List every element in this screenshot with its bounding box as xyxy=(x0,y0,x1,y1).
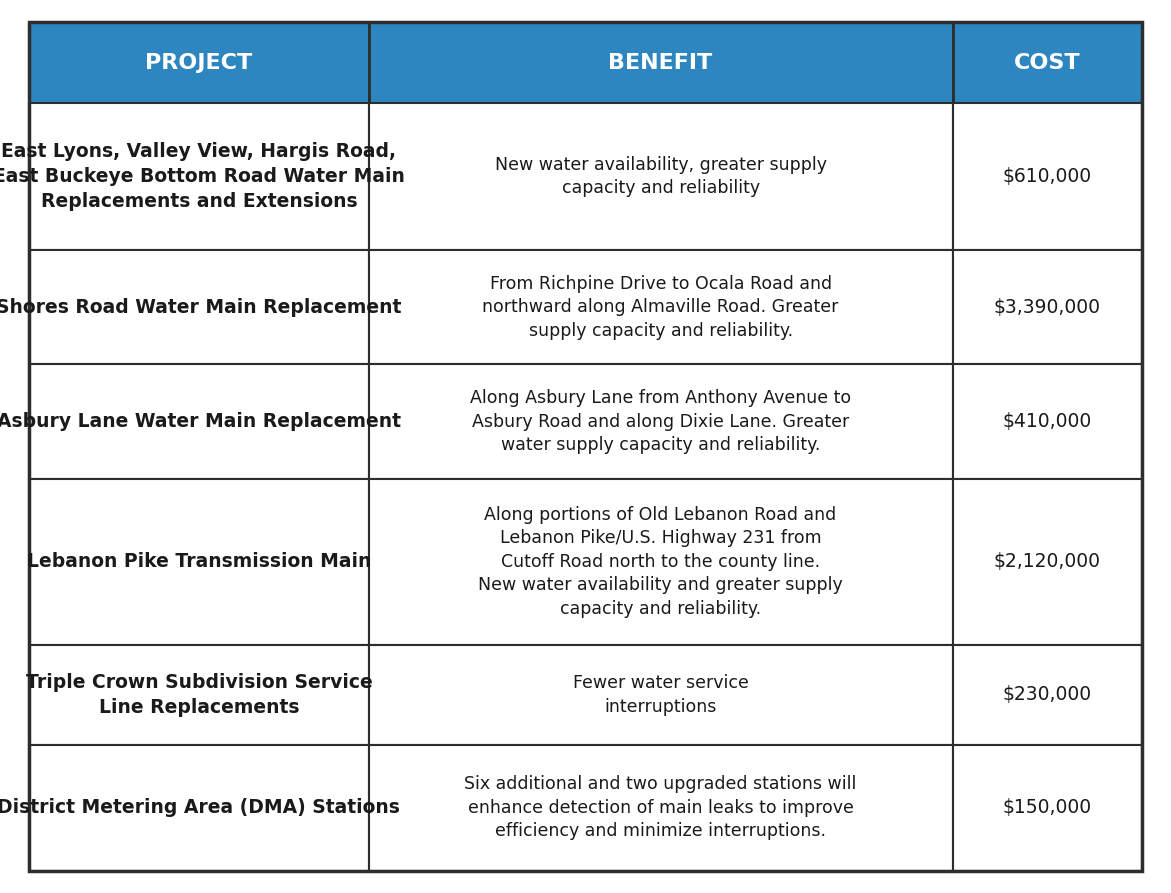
Bar xyxy=(29,364,369,479)
Text: Along Asbury Lane from Anthony Avenue to
Asbury Road and along Dixie Lane. Great: Along Asbury Lane from Anthony Avenue to… xyxy=(470,389,851,455)
Text: PROJECT: PROJECT xyxy=(145,53,253,72)
Text: New water availability, greater supply
capacity and reliability: New water availability, greater supply c… xyxy=(494,155,827,197)
Text: Triple Crown Subdivision Service
Line Replacements: Triple Crown Subdivision Service Line Re… xyxy=(26,672,372,717)
Bar xyxy=(369,745,953,871)
Bar xyxy=(29,250,369,364)
Text: District Metering Area (DMA) Stations: District Metering Area (DMA) Stations xyxy=(0,798,400,817)
Bar xyxy=(953,103,1142,250)
Bar xyxy=(953,479,1142,645)
Bar xyxy=(369,645,953,745)
Bar xyxy=(953,745,1142,871)
Bar xyxy=(369,103,953,250)
Bar xyxy=(29,645,369,745)
Text: $150,000: $150,000 xyxy=(1002,798,1091,817)
Bar xyxy=(369,22,953,103)
Text: Six additional and two upgraded stations will
enhance detection of main leaks to: Six additional and two upgraded stations… xyxy=(465,775,857,840)
Text: $2,120,000: $2,120,000 xyxy=(994,552,1101,572)
Text: Shores Road Water Main Replacement: Shores Road Water Main Replacement xyxy=(0,297,402,317)
Bar xyxy=(29,745,369,871)
Text: Asbury Lane Water Main Replacement: Asbury Lane Water Main Replacement xyxy=(0,413,400,431)
Text: Lebanon Pike Transmission Main: Lebanon Pike Transmission Main xyxy=(27,552,371,572)
Text: BENEFIT: BENEFIT xyxy=(609,53,713,72)
Bar xyxy=(953,250,1142,364)
Text: $3,390,000: $3,390,000 xyxy=(994,297,1101,317)
Bar xyxy=(369,364,953,479)
Text: Fewer water service
interruptions: Fewer water service interruptions xyxy=(573,674,748,715)
Bar xyxy=(369,479,953,645)
Bar xyxy=(29,479,369,645)
Text: $410,000: $410,000 xyxy=(1002,413,1091,431)
Text: $610,000: $610,000 xyxy=(1002,167,1091,186)
Bar xyxy=(369,250,953,364)
Text: COST: COST xyxy=(1014,53,1081,72)
Text: $230,000: $230,000 xyxy=(1002,685,1091,705)
Bar xyxy=(29,22,369,103)
Bar xyxy=(953,22,1142,103)
Text: Along portions of Old Lebanon Road and
Lebanon Pike/U.S. Highway 231 from
Cutoff: Along portions of Old Lebanon Road and L… xyxy=(478,505,843,618)
Bar xyxy=(953,364,1142,479)
Bar xyxy=(29,103,369,250)
Bar xyxy=(953,645,1142,745)
Text: From Richpine Drive to Ocala Road and
northward along Almaville Road. Greater
su: From Richpine Drive to Ocala Road and no… xyxy=(482,274,838,340)
Text: East Lyons, Valley View, Hargis Road,
East Buckeye Bottom Road Water Main
Replac: East Lyons, Valley View, Hargis Road, Ea… xyxy=(0,142,405,211)
